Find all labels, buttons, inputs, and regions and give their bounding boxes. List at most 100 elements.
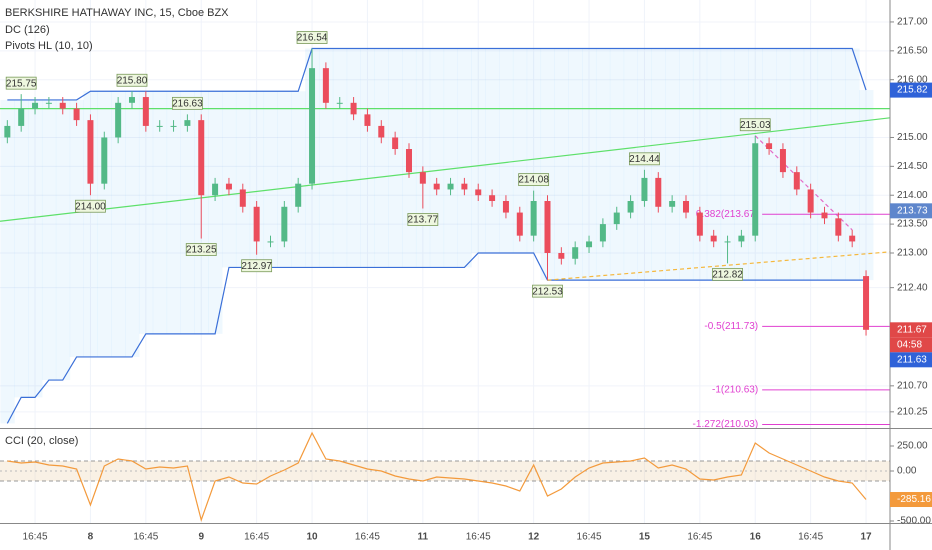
candle-body — [73, 108, 80, 121]
dc-fill — [125, 91, 140, 357]
candle-body — [779, 149, 786, 173]
y-tick-label: 210.25 — [897, 406, 928, 417]
dc-fill — [803, 48, 819, 281]
dc-fill — [14, 99, 29, 398]
x-tick-label: 16:45 — [798, 532, 823, 543]
pivot-label: 212.53 — [532, 286, 563, 297]
candle-body — [115, 102, 122, 138]
dc-fill — [512, 48, 528, 253]
dc-fill — [471, 48, 486, 253]
candle-body — [156, 125, 163, 127]
x-tick-label: 8 — [88, 532, 94, 543]
candle-body — [142, 97, 149, 126]
y-tick-label: 216.00 — [897, 74, 928, 85]
price-badge-label: 215.82 — [897, 85, 928, 96]
dc-fill — [845, 48, 860, 281]
candle-body — [738, 235, 745, 242]
y-tick-label: 217.00 — [897, 17, 928, 28]
candle-body — [558, 252, 565, 259]
x-tick-label: 16:45 — [133, 532, 158, 543]
dc-fill — [360, 48, 375, 268]
candle-body — [766, 143, 773, 150]
price-badge-label: 211.63 — [897, 354, 927, 365]
candle-body — [489, 195, 496, 202]
candle-body — [613, 212, 620, 225]
candle-body — [87, 120, 94, 184]
dc-fill — [166, 91, 181, 334]
plot-layer: 0.382(213.67) -0.5(211.73) -1(210.63) -1.27… — [0, 0, 891, 523]
y-tick-label: 214.50 — [897, 161, 928, 172]
dc-fill — [568, 48, 583, 281]
dc-fill — [720, 48, 735, 281]
candle-body — [309, 68, 316, 184]
dc-fill — [665, 48, 680, 281]
candle-body — [641, 177, 648, 202]
candle-body — [682, 201, 689, 213]
fib-label: -1.272(210.03) — [693, 419, 759, 430]
dc-fill — [235, 91, 251, 268]
x-tick-label: 16:45 — [23, 532, 48, 543]
candle-body — [101, 137, 108, 184]
dc-fill — [789, 48, 805, 281]
candle-body — [281, 206, 288, 242]
cci-line — [7, 431, 867, 523]
dc-fill — [332, 48, 348, 268]
dc-fill — [762, 48, 777, 281]
dc-fill — [415, 48, 431, 268]
trend-line — [547, 251, 891, 281]
candle-body — [45, 102, 52, 104]
price-badge-label: -285.16 — [897, 494, 931, 505]
price-badge — [890, 352, 932, 368]
candle-body — [32, 102, 39, 109]
candle-body — [378, 125, 385, 138]
price-badge — [890, 492, 932, 508]
candle-body — [710, 235, 717, 242]
dc-fill — [83, 91, 98, 357]
pivot-box — [185, 243, 217, 256]
y-tick-label: 250.00 — [897, 441, 928, 452]
dc-fill — [69, 99, 85, 357]
dc-fill — [55, 99, 71, 381]
y-tick-label: 210.70 — [897, 380, 928, 391]
candle-body — [212, 183, 219, 196]
candle-body — [724, 241, 731, 243]
fib-label: -1(210.63) — [712, 385, 758, 396]
y-tick-label: 215.00 — [897, 132, 928, 143]
fib-label: -0.5(211.73) — [704, 321, 758, 332]
y-tick-label: 214.00 — [897, 190, 928, 201]
pivot-box — [5, 76, 37, 90]
candle-body — [544, 201, 551, 253]
y-tick-label: 0.00 — [897, 466, 917, 477]
pivot-box — [518, 173, 550, 187]
price-badge-label: 213.73 — [897, 205, 928, 216]
dc-fill — [679, 48, 694, 281]
pivot-label: 212.82 — [712, 270, 743, 281]
candle-body — [128, 97, 135, 103]
candle-body — [419, 172, 426, 184]
pivot-label: 214.44 — [629, 154, 660, 165]
candle-body — [696, 212, 703, 236]
x-tick-label: 16:45 — [577, 532, 602, 543]
dc-fill — [180, 91, 195, 334]
dc-fill — [859, 90, 874, 281]
price-badge — [890, 82, 932, 98]
x-tick-label: 12 — [528, 532, 540, 543]
dc-fill — [277, 91, 292, 268]
x-tick-label: 15 — [639, 532, 651, 543]
y-tick-label: 213.00 — [897, 248, 928, 259]
x-tick-label: 16:45 — [355, 532, 380, 543]
candle-body — [752, 143, 759, 236]
candle-body — [821, 212, 828, 219]
candle-body — [502, 201, 509, 213]
x-tick-label: 9 — [198, 532, 204, 543]
y-tick-label: -500.00 — [897, 516, 931, 527]
price-badge — [890, 322, 932, 338]
countdown-badge — [890, 337, 932, 353]
pivot-label: 213.25 — [186, 245, 217, 256]
pivot-label: 215.75 — [6, 78, 37, 89]
pivot-box — [171, 96, 203, 110]
dc-fill — [346, 48, 362, 268]
x-tick-label: 17 — [860, 532, 872, 543]
candle-body — [586, 241, 593, 248]
